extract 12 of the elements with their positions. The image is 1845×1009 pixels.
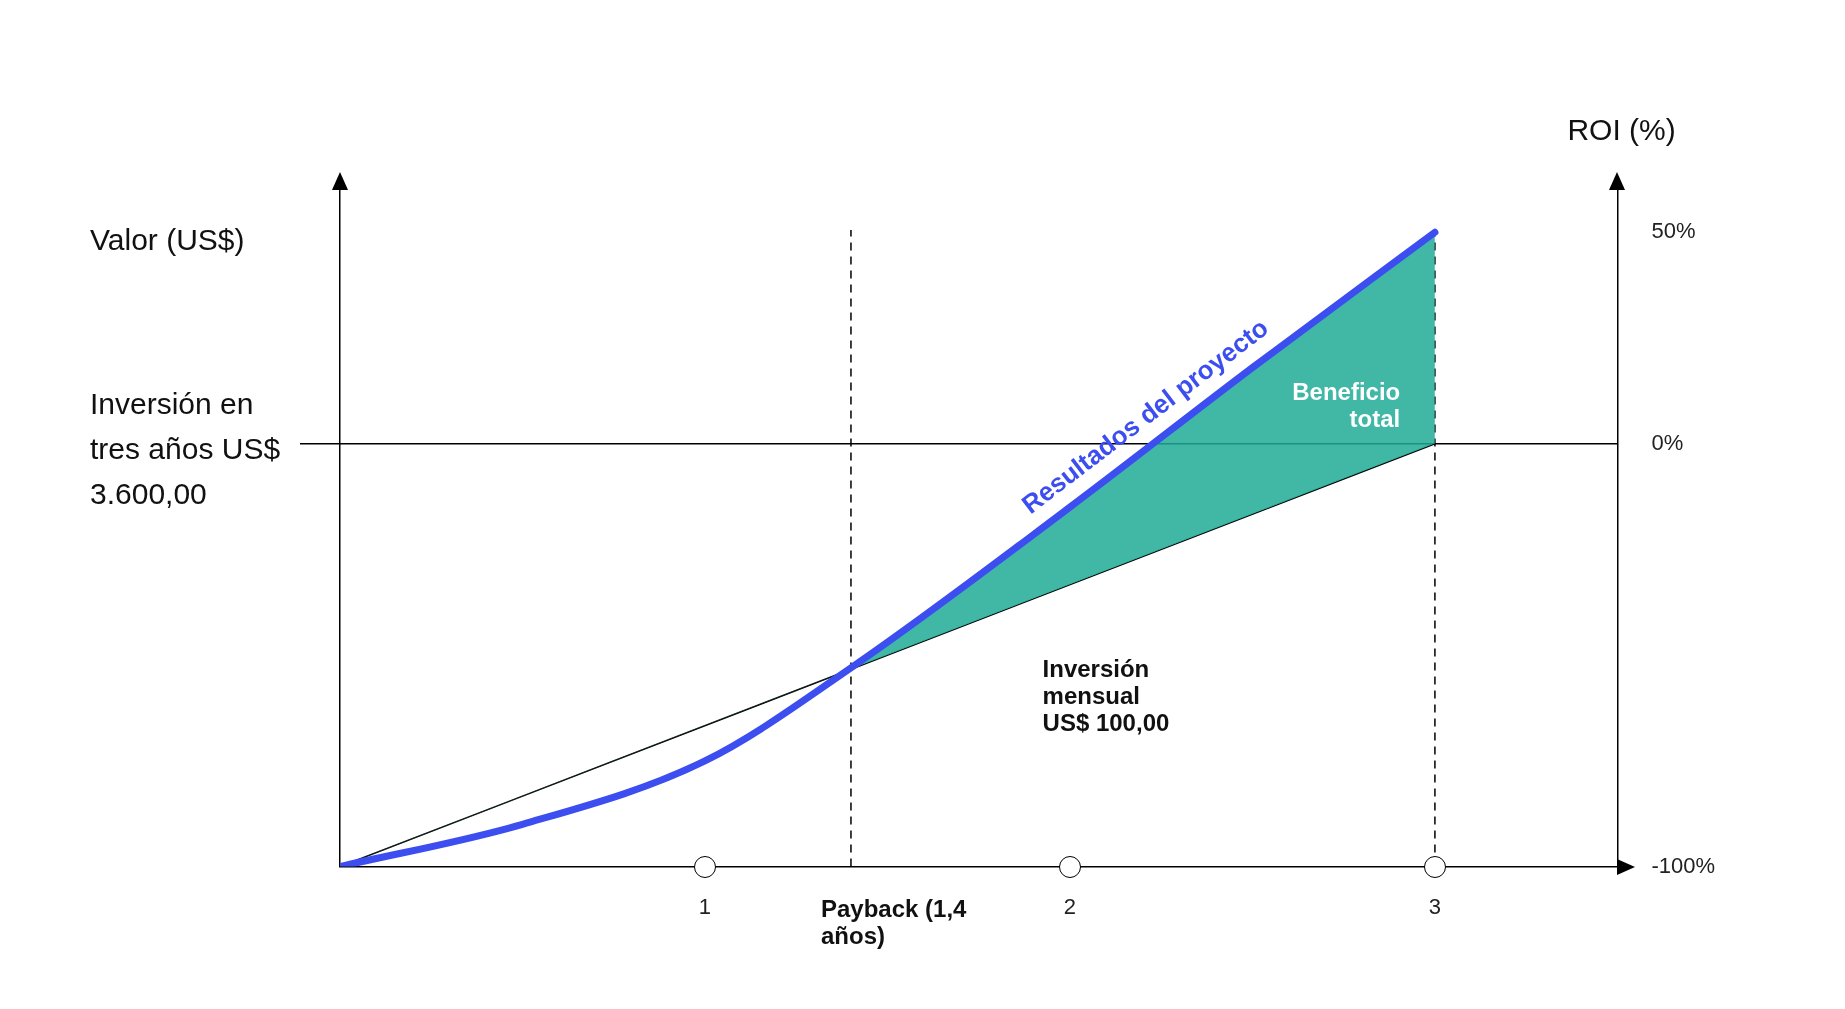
- x-tick-label: 3: [1428, 893, 1442, 919]
- y2-tick-label: 0%: [1651, 429, 1684, 455]
- annotation: Inversión mensual US$ 100,00: [1042, 655, 1170, 737]
- y2-axis-title: ROI (%): [1567, 113, 1676, 146]
- x-tick-label: 1: [698, 893, 712, 919]
- ref-line-label: Payback (1,4 años): [820, 894, 968, 949]
- y-axis-title: Valor (US$): [90, 223, 245, 256]
- annotation: Beneficio total: [1292, 377, 1401, 432]
- y2-tick-label: 50%: [1651, 218, 1696, 244]
- y2-tick-label: -100%: [1651, 852, 1715, 878]
- ref-line-label: Inversión en tres años US$ 3.600,00: [90, 386, 281, 510]
- x-tick-label: 2: [1063, 893, 1077, 919]
